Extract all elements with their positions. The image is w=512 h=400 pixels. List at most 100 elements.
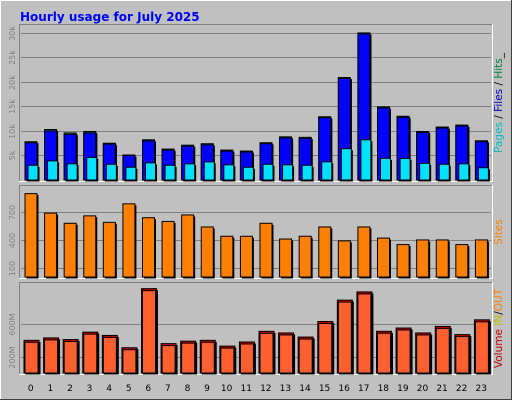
y-tick-label: 15k (8, 99, 17, 114)
bar-sites (337, 240, 351, 278)
bar-volume (200, 341, 215, 374)
bar-volume (24, 341, 39, 374)
bar-volume (63, 341, 78, 374)
y-tick-label: 100 (8, 261, 17, 276)
bar-volume (44, 339, 59, 374)
bar-sites (24, 193, 38, 278)
bar-volume (337, 301, 352, 374)
bar-pages (419, 162, 431, 181)
bar-pages (86, 156, 98, 181)
bar-volume (357, 293, 372, 374)
x-tick-label: 23 (475, 384, 486, 394)
bar-volume (435, 327, 450, 374)
bar-sites (259, 222, 273, 278)
x-tick-label: 7 (165, 384, 171, 394)
legend-volume: Volume IN/OUT (493, 288, 505, 368)
bar-pages (223, 164, 235, 181)
bar-pages (184, 163, 196, 181)
legend-entry: IN (493, 315, 505, 329)
panel-sites-bars (24, 193, 489, 279)
bar-volume (239, 343, 254, 374)
bar-sites (416, 239, 430, 278)
bar-volume (181, 342, 196, 374)
bar-pages (438, 163, 450, 181)
x-tick-label: 4 (106, 384, 112, 394)
x-axis-tick-labels: 0 1 2 3 4 5 6 7 8 9 10 11 12 13 14 15 16 17 18 19 20 21 22 23 (28, 384, 487, 394)
bar-volume (102, 336, 117, 374)
bar-pages (105, 163, 117, 181)
x-tick-label: 21 (436, 384, 447, 394)
chart-title: Hourly usage for July 2025 (20, 10, 200, 24)
y-tick-label: 25k (8, 50, 17, 65)
x-tick-label: 0 (28, 384, 34, 394)
bar-sites (83, 215, 97, 278)
bar-volume (377, 332, 391, 374)
bar-pages (340, 148, 352, 181)
bar-pages (242, 166, 254, 181)
y-tick-label: 5k (8, 150, 17, 160)
y-tick-label: 600M (8, 313, 17, 335)
legend-entry: Volume (493, 329, 505, 368)
bar-sites (44, 212, 58, 278)
legend-entry: Pages (493, 122, 505, 153)
legend-sites: Sites (493, 219, 505, 245)
x-tick-label: 18 (378, 384, 390, 394)
x-tick-label: 11 (240, 384, 251, 394)
bar-sites (357, 226, 371, 278)
y-tick-label: 400 (8, 233, 17, 248)
bar-pages (125, 166, 137, 181)
bar-pages (301, 164, 313, 181)
x-tick-label: 1 (48, 384, 54, 394)
x-tick-label: 12 (260, 384, 271, 394)
panel-sites-frame (19, 185, 493, 279)
y-tick-label: 10k (8, 124, 17, 139)
bar-sites (474, 239, 488, 278)
x-tick-label: 13 (280, 384, 291, 394)
bar-sites (298, 235, 312, 278)
x-tick-label: 17 (358, 384, 369, 394)
x-tick-label: 6 (145, 384, 151, 394)
bar-pages (321, 161, 333, 181)
y-tick-label: 200M (8, 346, 17, 368)
bar-volume (298, 338, 313, 374)
x-tick-label: 3 (87, 384, 93, 394)
bar-sites (161, 220, 175, 278)
legend-requests: Pages / Files / Hits_ (493, 52, 505, 153)
bar-pages (164, 164, 176, 181)
bar-volume (279, 334, 294, 374)
x-tick-label: 20 (417, 384, 429, 394)
bar-sites (200, 226, 214, 278)
bar-sites (102, 221, 116, 278)
legend-entry: OUT (493, 288, 505, 311)
bar-pages (145, 162, 156, 181)
x-tick-label: 2 (67, 384, 73, 394)
bar-pages (262, 163, 274, 181)
bar-volume (220, 347, 235, 374)
bar-sites (377, 237, 390, 278)
bar-pages (282, 164, 294, 181)
x-tick-label: 5 (126, 384, 132, 394)
bar-volume (83, 333, 98, 374)
bar-sites (435, 239, 449, 278)
bar-sites (279, 238, 293, 278)
x-tick-label: 10 (221, 384, 233, 394)
legend-entry: Hits (493, 58, 505, 78)
bar-volume (318, 322, 333, 374)
x-tick-label: 19 (397, 384, 409, 394)
x-tick-label: 22 (456, 384, 467, 394)
bar-sites (318, 226, 332, 278)
bar-sites (220, 235, 234, 278)
bar-pages (458, 163, 470, 181)
bar-pages (66, 163, 78, 181)
bar-sites (142, 217, 155, 278)
bar-volume (416, 334, 431, 374)
x-tick-label: 8 (185, 384, 191, 394)
bar-volume (396, 329, 411, 374)
bar-volume (142, 290, 156, 374)
panel-requests-bars (24, 32, 490, 182)
panel-sites: 100 400 700 Sites (8, 185, 505, 279)
bar-sites (455, 244, 469, 278)
legend-entry: Sites (493, 219, 505, 245)
bar-pages (380, 157, 391, 181)
